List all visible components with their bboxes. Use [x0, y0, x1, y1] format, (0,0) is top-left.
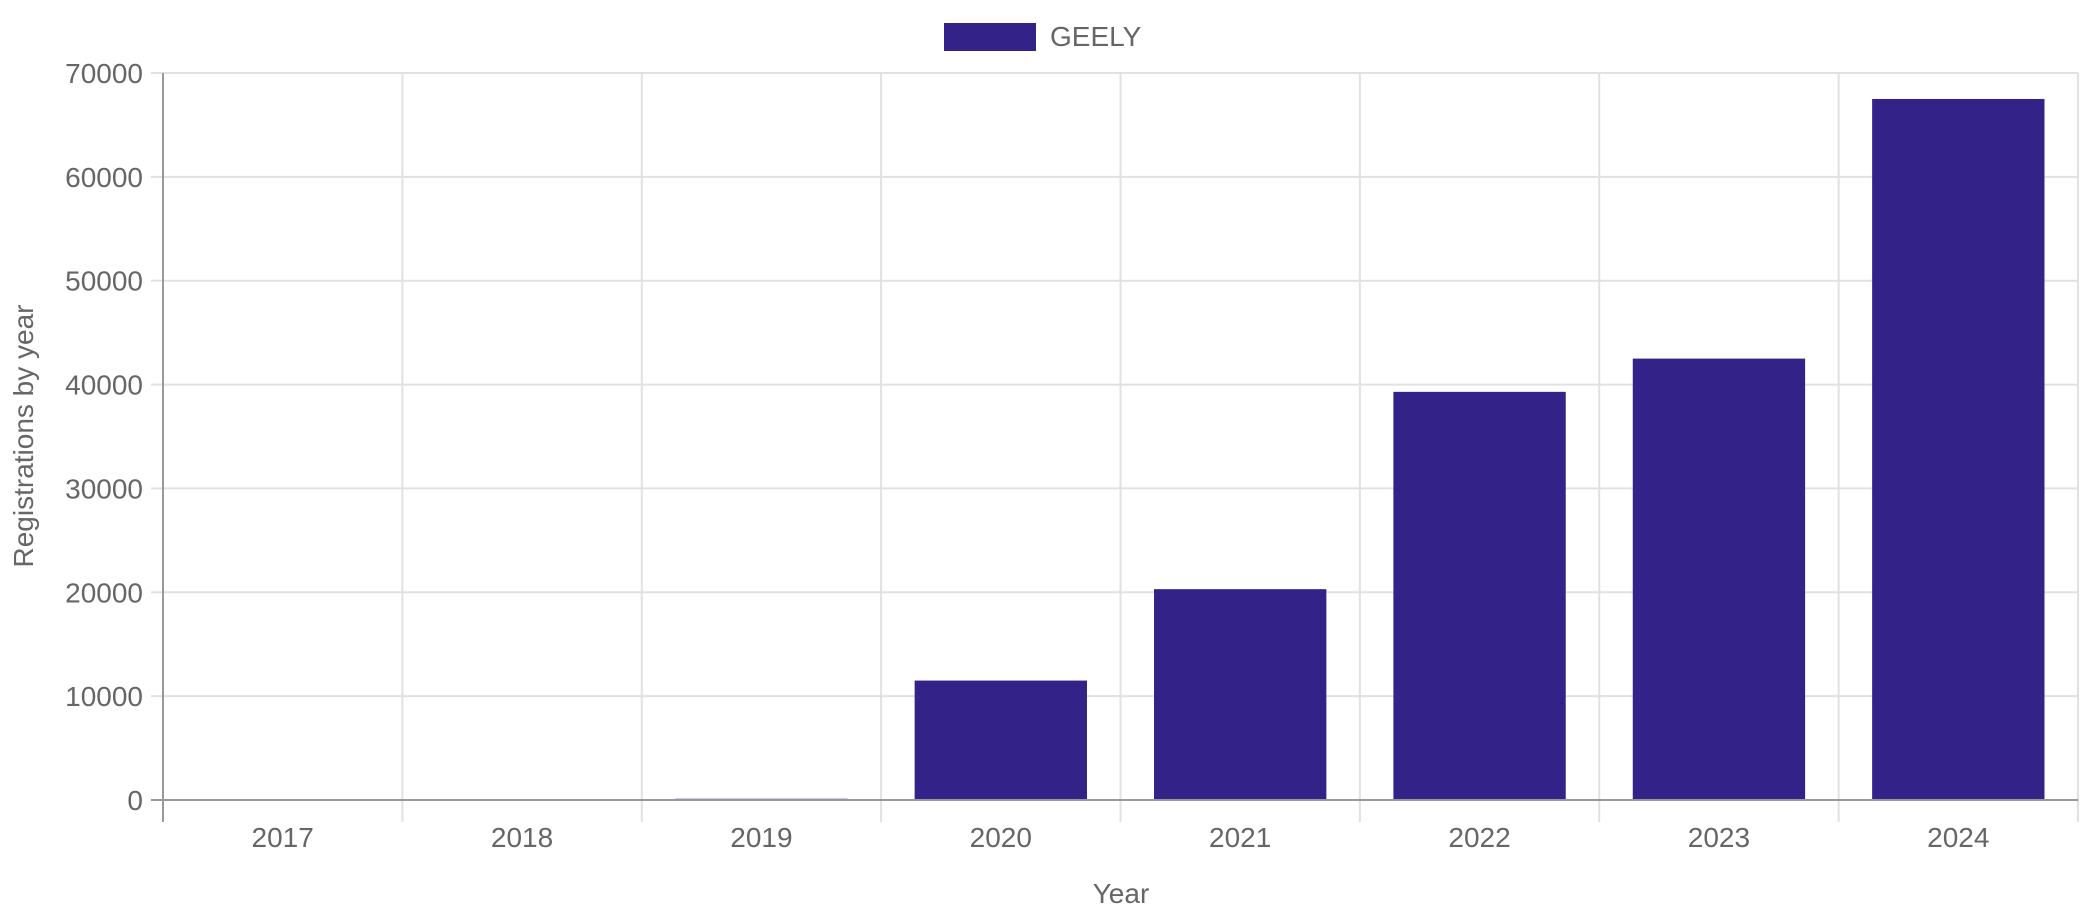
bar-2024[interactable] — [1872, 99, 2044, 800]
x-tick-label: 2022 — [1448, 822, 1510, 853]
legend-label-geely[interactable]: GEELY — [1050, 21, 1142, 52]
x-axis-title: Year — [1093, 878, 1150, 909]
x-tick-label: 2021 — [1209, 822, 1271, 853]
bar-2020[interactable] — [915, 681, 1087, 800]
x-tick-label: 2024 — [1927, 822, 1989, 853]
y-tick-label: 60000 — [65, 162, 143, 193]
x-tick-label: 2018 — [491, 822, 553, 853]
legend[interactable]: GEELY — [944, 21, 1142, 52]
x-tick-label: 2020 — [970, 822, 1032, 853]
x-tick-label: 2017 — [252, 822, 314, 853]
y-tick-label: 30000 — [65, 473, 143, 504]
y-tick-label: 0 — [127, 785, 143, 816]
bar-2023[interactable] — [1633, 359, 1805, 800]
y-tick-label: 50000 — [65, 266, 143, 297]
x-tick-label: 2023 — [1688, 822, 1750, 853]
bar-2022[interactable] — [1393, 392, 1565, 800]
x-tick-label: 2019 — [730, 822, 792, 853]
y-tick-label: 10000 — [65, 681, 143, 712]
legend-swatch-geely[interactable] — [944, 23, 1036, 51]
y-tick-label: 70000 — [65, 58, 143, 89]
y-tick-label: 40000 — [65, 370, 143, 401]
y-axis-title: Registrations by year — [8, 304, 39, 567]
bar-2021[interactable] — [1154, 589, 1326, 800]
y-tick-label: 20000 — [65, 577, 143, 608]
